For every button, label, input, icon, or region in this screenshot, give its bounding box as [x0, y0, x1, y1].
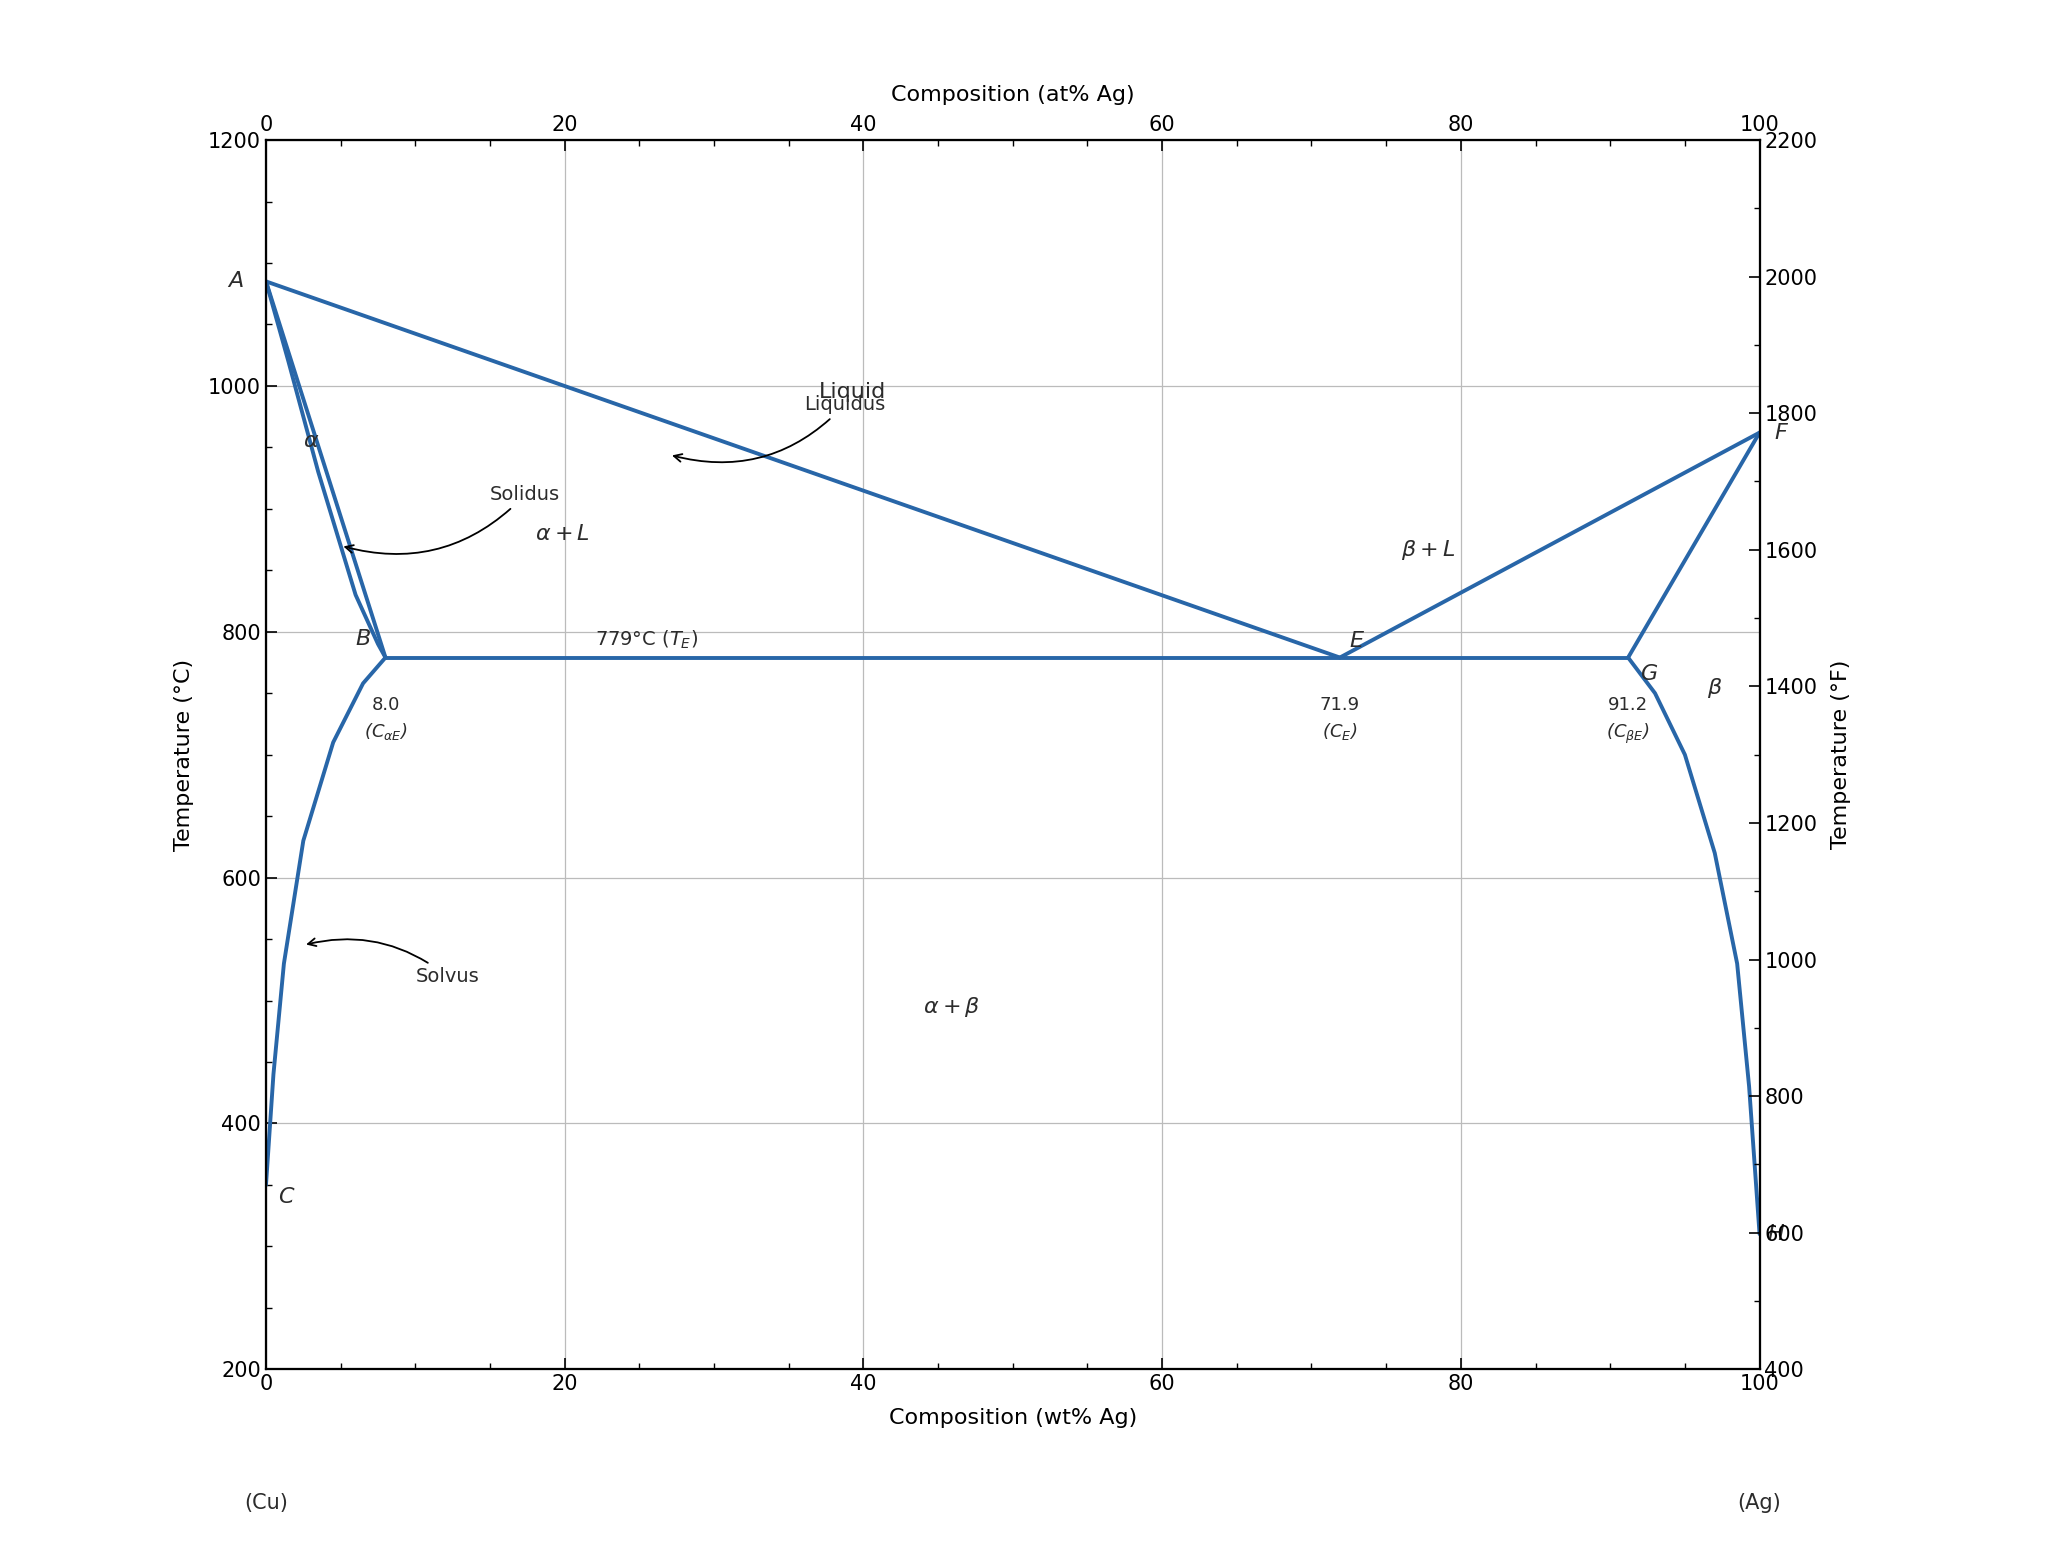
- Text: $A$: $A$: [227, 271, 243, 291]
- Text: Liquidus: Liquidus: [673, 395, 886, 462]
- Text: $\beta$: $\beta$: [1706, 675, 1723, 700]
- Text: $C$: $C$: [278, 1187, 295, 1207]
- Text: $\beta + L$: $\beta + L$: [1402, 537, 1455, 562]
- Text: $G$: $G$: [1641, 664, 1657, 683]
- Y-axis label: Temperature (°C): Temperature (°C): [174, 658, 194, 851]
- Text: (Cu): (Cu): [243, 1494, 288, 1514]
- Text: Solidus: Solidus: [346, 485, 561, 554]
- Text: $\alpha + \beta$: $\alpha + \beta$: [923, 994, 980, 1019]
- X-axis label: Composition (at% Ag): Composition (at% Ag): [890, 86, 1136, 106]
- Text: $H$: $H$: [1768, 1225, 1786, 1245]
- X-axis label: Composition (wt% Ag): Composition (wt% Ag): [888, 1408, 1138, 1428]
- Text: $B$: $B$: [354, 629, 370, 649]
- Text: $F$: $F$: [1774, 423, 1790, 442]
- Text: 8.0: 8.0: [370, 696, 399, 714]
- Text: (Ag): (Ag): [1737, 1494, 1782, 1514]
- Text: ($C_{\beta E}$): ($C_{\beta E}$): [1606, 722, 1649, 745]
- Y-axis label: Temperature (°F): Temperature (°F): [1831, 660, 1852, 850]
- Text: Liquid: Liquid: [818, 383, 886, 401]
- Text: $\alpha + L$: $\alpha + L$: [534, 523, 589, 543]
- Text: ($C_E$): ($C_E$): [1322, 722, 1356, 742]
- Text: $\alpha$: $\alpha$: [303, 431, 319, 451]
- Text: Solvus: Solvus: [309, 938, 479, 987]
- Text: 71.9: 71.9: [1320, 696, 1361, 714]
- Text: 779°C ($T_E$): 779°C ($T_E$): [595, 629, 698, 652]
- Text: 91.2: 91.2: [1608, 696, 1649, 714]
- Text: ($C_{\alpha E}$): ($C_{\alpha E}$): [364, 722, 407, 742]
- Text: $E$: $E$: [1348, 632, 1365, 652]
